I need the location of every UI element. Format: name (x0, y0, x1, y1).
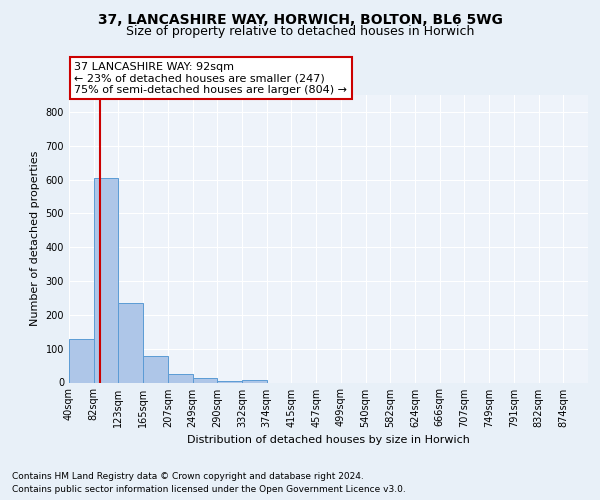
Y-axis label: Number of detached properties: Number of detached properties (30, 151, 40, 326)
Bar (118, 303, 143, 382)
Bar (143, 356, 168, 382)
Text: 37 LANCASHIRE WAY: 92sqm
← 23% of detached houses are smaller (247)
75% of semi-: 37 LANCASHIRE WAY: 92sqm ← 23% of detach… (74, 62, 347, 95)
Text: 37, LANCASHIRE WAY, HORWICH, BOLTON, BL6 5WG: 37, LANCASHIRE WAY, HORWICH, BOLTON, BL6… (98, 12, 502, 26)
Bar (217, 381, 242, 382)
Bar (168, 374, 193, 382)
Text: Contains public sector information licensed under the Open Government Licence v3: Contains public sector information licen… (12, 485, 406, 494)
Text: Size of property relative to detached houses in Horwich: Size of property relative to detached ho… (126, 25, 474, 38)
Bar (242, 380, 267, 382)
Bar (94, 178, 118, 382)
Bar (69, 338, 94, 382)
Text: Contains HM Land Registry data © Crown copyright and database right 2024.: Contains HM Land Registry data © Crown c… (12, 472, 364, 481)
X-axis label: Distribution of detached houses by size in Horwich: Distribution of detached houses by size … (187, 435, 470, 445)
Bar (193, 378, 217, 382)
